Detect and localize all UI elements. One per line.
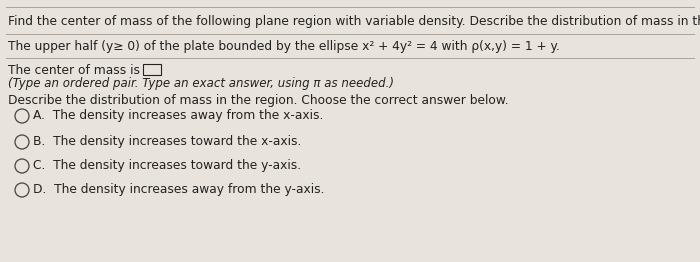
- Text: Find the center of mass of the following plane region with variable density. Des: Find the center of mass of the following…: [8, 15, 700, 28]
- Text: The center of mass is: The center of mass is: [8, 64, 140, 77]
- Text: D.  The density increases away from the y-axis.: D. The density increases away from the y…: [33, 183, 325, 196]
- Text: (Type an ordered pair. Type an exact answer, using π as needed.): (Type an ordered pair. Type an exact ans…: [8, 77, 394, 90]
- Text: C.  The density increases toward the y-axis.: C. The density increases toward the y-ax…: [33, 160, 301, 172]
- Text: Describe the distribution of mass in the region. Choose the correct answer below: Describe the distribution of mass in the…: [8, 94, 509, 107]
- Text: B.  The density increases toward the x-axis.: B. The density increases toward the x-ax…: [33, 135, 302, 149]
- Text: The upper half (y≥ 0) of the plate bounded by the ellipse x² + 4y² = 4 with ρ(x,: The upper half (y≥ 0) of the plate bound…: [8, 40, 560, 53]
- FancyBboxPatch shape: [143, 64, 161, 75]
- Text: A.  The density increases away from the x-axis.: A. The density increases away from the x…: [33, 110, 323, 123]
